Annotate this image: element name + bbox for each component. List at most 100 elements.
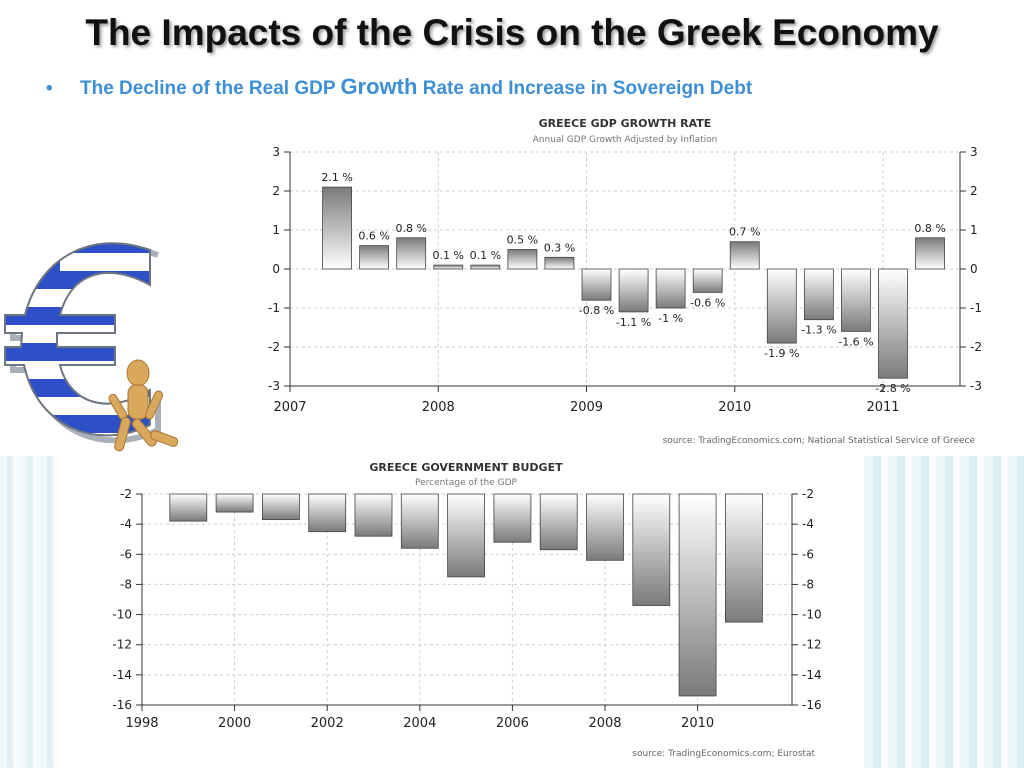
gdp-growth-chart: GREECE GDP GROWTH RATE Annual GDP Growth… (268, 117, 982, 446)
gdp-bar (507, 249, 538, 270)
gdp-xtick-label: 2010 (718, 400, 751, 415)
gdp-bar-data-label: -1.3 % (801, 324, 836, 337)
gdp-ytick-label-left: 0 (272, 262, 280, 276)
gdp-ytick-label-right: -2 (970, 340, 982, 354)
budget-bar (586, 493, 624, 561)
budget-ytick-label-left: -2 (120, 487, 132, 501)
budget-ytick-label-right: -2 (802, 487, 814, 501)
gdp-bar-data-label: -1.9 % (764, 347, 799, 360)
gdp-ytick-label-left: -1 (268, 301, 280, 315)
decorative-background-right (864, 456, 1024, 768)
gdp-bar-data-label: -1.1 % (616, 316, 651, 329)
budget-ytick-label-left: -10 (112, 608, 132, 622)
euro-sign-greek-flag-icon (4, 242, 179, 452)
slide-title: The Impacts of the Crisis on the Greek E… (85, 12, 939, 53)
gdp-bar-data-label: -2.8 % (875, 382, 910, 395)
gdp-bar (915, 237, 945, 270)
budget-bar (493, 493, 532, 543)
gdp-bar (359, 245, 390, 270)
bullet-marker: • (46, 78, 53, 99)
gdp-bar-data-label: -1 % (658, 312, 683, 325)
budget-bar (447, 493, 486, 578)
gdp-bar (878, 268, 908, 379)
gdp-bar-data-label: -0.6 % (690, 296, 725, 309)
gdp-bar-data-label: 0.5 % (507, 234, 538, 247)
budget-xtick-label: 2002 (311, 716, 344, 731)
budget-chart-subtitle: Percentage of the GDP (415, 478, 518, 488)
gdp-bar-data-label: 0.1 % (433, 249, 464, 262)
wooden-mannequin-icon (108, 359, 179, 452)
gdp-ytick-label-right: -3 (970, 379, 982, 393)
budget-bar (261, 493, 300, 521)
gdp-bar (766, 268, 797, 344)
gdp-xtick-label: 2009 (570, 400, 603, 415)
gdp-bar (841, 268, 871, 332)
budget-ytick-label-left: -6 (120, 547, 132, 561)
gdp-xtick-label: 2007 (273, 400, 306, 415)
gdp-ytick-label-right: 3 (970, 145, 978, 159)
budget-ytick-label-left: -8 (120, 577, 132, 591)
gdp-bar (433, 264, 464, 270)
gdp-bar-data-label: 0.7 % (729, 226, 760, 239)
gdp-bar (581, 268, 612, 301)
budget-xtick-label: 2000 (218, 716, 251, 731)
budget-xtick-label: 2006 (496, 716, 529, 731)
budget-chart-source: source: TradingEconomics.com; Eurostat (632, 749, 815, 759)
gdp-bar (618, 268, 649, 313)
budget-xtick-label: 1998 (125, 716, 158, 731)
gdp-ytick-label-left: 2 (272, 184, 280, 198)
budget-bar (400, 493, 439, 549)
bullet-point: • The Decline of the Real GDP Growth Rate… (46, 74, 752, 100)
gdp-chart-subtitle: Annual GDP Growth Adjusted by Inflation (533, 135, 718, 145)
gdp-bar (470, 264, 501, 270)
gdp-ytick-label-left: 1 (272, 223, 280, 237)
gdp-chart-title: GREECE GDP GROWTH RATE (539, 117, 712, 130)
gdp-ytick-label-right: 0 (970, 262, 978, 276)
gdp-xtick-label: 2011 (866, 400, 899, 415)
gdp-bar-data-label: -1.6 % (838, 335, 873, 348)
budget-ytick-label-right: -6 (802, 547, 814, 561)
gdp-xtick-label: 2008 (422, 400, 455, 415)
gdp-ytick-label-right: -1 (970, 301, 982, 315)
budget-ytick-label-left: -14 (112, 668, 132, 682)
gdp-bar (544, 256, 575, 270)
gdp-chart-source: source: TradingEconomics.com; National S… (663, 436, 976, 446)
gdp-ytick-label-left: -3 (268, 379, 280, 393)
budget-chart-title: GREECE GOVERNMENT BUDGET (369, 461, 563, 474)
budget-ytick-label-right: -4 (802, 517, 814, 531)
budget-xtick-label: 2004 (403, 716, 436, 731)
budget-bar (632, 493, 671, 606)
budget-ytick-label-left: -12 (112, 638, 132, 652)
gdp-bar-data-label: 0.8 % (914, 222, 945, 235)
bullet-text-part1: The Decline of the Real GDP (80, 78, 341, 99)
gdp-ytick-label-right: 2 (970, 184, 978, 198)
gdp-bar (692, 268, 723, 293)
gdp-bar-data-label: 0.1 % (470, 249, 501, 262)
budget-xtick-label: 2010 (681, 716, 714, 731)
budget-bar (169, 493, 208, 522)
gdp-bar-data-label: 0.6 % (358, 230, 389, 243)
gdp-bar-data-label: 2.1 % (321, 171, 352, 184)
gdp-bar-data-label: 0.8 % (395, 222, 426, 235)
budget-ytick-label-right: -14 (802, 668, 822, 682)
gdp-ytick-label-left: -2 (268, 340, 280, 354)
budget-bar (308, 493, 347, 533)
decorative-background-left (0, 456, 60, 768)
bullet-text-emphasis: Growth (340, 74, 418, 99)
budget-ytick-label-right: -12 (802, 638, 822, 652)
gdp-bar-data-label: -0.8 % (579, 304, 614, 317)
budget-bar (215, 493, 254, 513)
gdp-bar (396, 237, 427, 270)
budget-ytick-label-right: -10 (802, 608, 822, 622)
budget-ytick-label-left: -4 (120, 517, 132, 531)
budget-ytick-label-left: -16 (112, 698, 132, 712)
budget-xtick-label: 2008 (588, 716, 621, 731)
budget-bar (539, 493, 578, 551)
gdp-bar (803, 268, 834, 321)
bullet-text-part2: Rate and Increase in Sovereign Debt (417, 78, 753, 99)
gdp-bar (322, 186, 352, 270)
gdp-bar (655, 268, 686, 309)
budget-bar (354, 493, 393, 537)
budget-bar (678, 493, 717, 697)
